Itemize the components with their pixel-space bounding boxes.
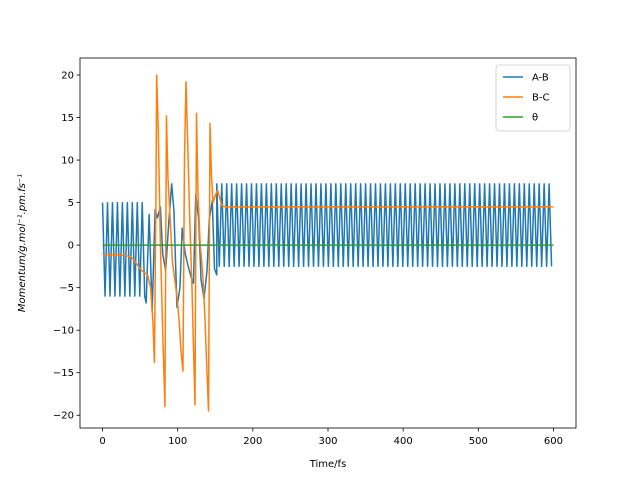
- legend-label: A-B: [532, 73, 549, 84]
- x-tick-label: 100: [168, 436, 187, 447]
- y-tick-label: 5: [68, 198, 74, 209]
- legend-label: θ: [532, 113, 538, 124]
- series-line-1: [101, 183, 553, 313]
- axis-ticks: 0 100 200 300 400 500 600 −20 −15 −10 −5 0 5 10 15 20: [53, 71, 563, 447]
- legend-box: [495, 64, 571, 132]
- x-tick-label: 600: [544, 436, 563, 447]
- x-tick-label: 300: [318, 436, 337, 447]
- y-tick-label: 20: [61, 71, 74, 82]
- y-tick-label: −5: [59, 283, 74, 294]
- y-tick-label: 0: [68, 241, 74, 252]
- legend-label: B-C: [532, 93, 549, 104]
- series-line-2: [102, 74, 554, 412]
- x-tick-label: 400: [394, 436, 413, 447]
- x-axis-label: Time/fs: [309, 459, 347, 470]
- y-axis-label: Momentum/g.mol⁻¹.pm.fs⁻¹: [17, 174, 28, 312]
- x-tick-label: 500: [469, 436, 488, 447]
- plot-series: [101, 74, 554, 412]
- y-tick-label: 15: [61, 113, 74, 124]
- y-tick-label: −10: [53, 326, 74, 337]
- y-tick-label: −20: [53, 411, 74, 422]
- x-tick-label: 200: [243, 436, 262, 447]
- y-tick-label: −15: [53, 368, 74, 379]
- x-tick-label: 0: [99, 436, 105, 447]
- legend: A-B B-C θ: [495, 64, 571, 132]
- y-tick-label: 10: [61, 156, 74, 167]
